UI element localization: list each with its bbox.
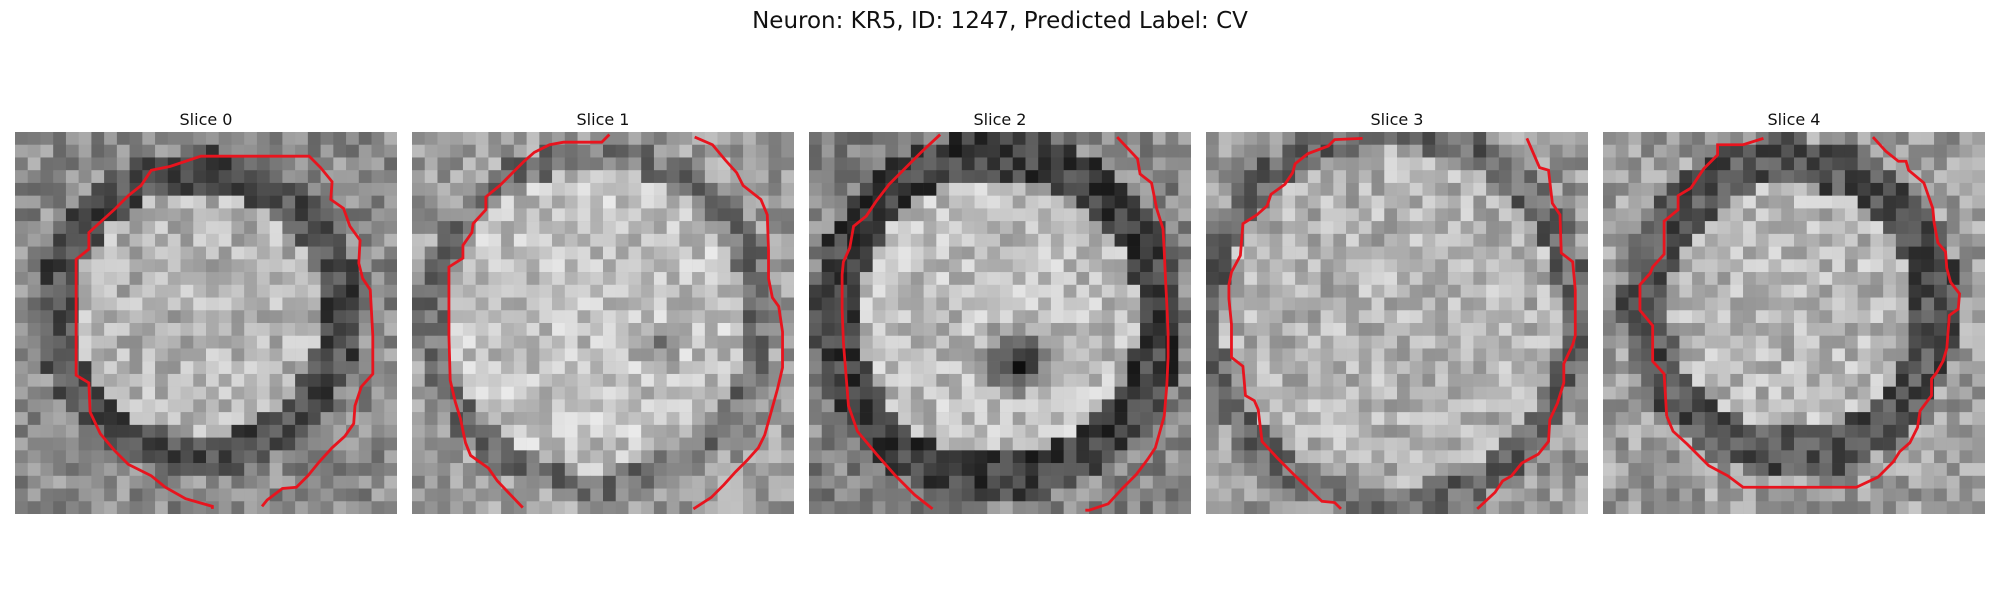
segmentation-contour [74, 154, 375, 509]
slice-title: Slice 2 [973, 110, 1027, 129]
slice-image [809, 132, 1191, 514]
slice-image [412, 132, 794, 514]
slice-image [15, 132, 397, 514]
slice-image [1206, 132, 1588, 514]
slice-panel-0: Slice 0 [15, 108, 397, 514]
slice-panel-4: Slice 4 [1603, 108, 1985, 514]
segmentation-contour [1665, 136, 1961, 489]
slice-panel-1: Slice 1 [412, 108, 794, 514]
figure-title: Neuron: KR5, ID: 1247, Predicted Label: … [752, 8, 1248, 34]
slice-title: Slice 1 [576, 110, 630, 129]
pixel-grid [1206, 132, 1588, 514]
segmentation-contour [1638, 137, 1764, 417]
slice-title: Slice 0 [179, 110, 233, 129]
slice-panel-2: Slice 2 [809, 108, 1191, 514]
slice-panel-3: Slice 3 [1206, 108, 1588, 514]
pixel-grid [15, 132, 397, 514]
pixel-grid [412, 132, 794, 514]
segmentation-contour [692, 135, 784, 511]
slice-image [1603, 132, 1985, 514]
segmentation-contour [1476, 137, 1577, 510]
pixel-grid [809, 132, 1191, 514]
slice-title: Slice 4 [1767, 110, 1821, 129]
segmentation-contour [447, 133, 611, 509]
slice-title: Slice 3 [1370, 110, 1424, 129]
segmentation-contour [1227, 136, 1363, 510]
segmentation-contour [840, 133, 942, 511]
pixel-grid [1603, 132, 1985, 514]
segmentation-contour [1085, 136, 1170, 512]
